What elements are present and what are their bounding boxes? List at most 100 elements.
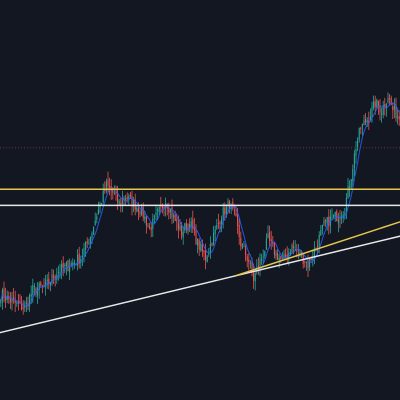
candle-body [126, 197, 128, 200]
candle [61, 260, 63, 280]
candle [385, 102, 387, 117]
candle [200, 241, 202, 253]
candle [344, 208, 346, 220]
candle [99, 201, 101, 214]
candle [155, 204, 157, 221]
candle [341, 211, 343, 225]
candle [264, 250, 266, 259]
candle-body [251, 263, 253, 273]
candle [229, 199, 231, 214]
candle [59, 263, 61, 279]
candle [245, 243, 247, 262]
candle-body [57, 271, 59, 274]
candle-body [205, 250, 207, 261]
candle [35, 286, 37, 298]
candle [333, 214, 335, 219]
candle [125, 194, 127, 206]
candle-body [29, 295, 31, 307]
candle-body [328, 216, 330, 227]
candle [248, 253, 250, 271]
candle [150, 221, 152, 238]
candle [209, 236, 211, 259]
candle [206, 254, 208, 263]
candle [387, 92, 389, 104]
candle-body [115, 191, 117, 194]
candle-body [275, 252, 277, 257]
candle-body [155, 212, 157, 215]
candle-body [393, 106, 395, 110]
candle-body [102, 190, 104, 202]
white-trendline[interactable] [0, 235, 400, 334]
candle [286, 246, 288, 263]
yellow-trendline[interactable] [235, 221, 400, 277]
candle [337, 212, 339, 233]
candle [305, 260, 307, 271]
candle [185, 219, 187, 234]
candle [62, 256, 64, 277]
candle-body [107, 179, 109, 186]
candle-body [54, 276, 56, 279]
candle [256, 259, 258, 275]
candle [368, 111, 370, 130]
trendlines-layer [0, 221, 400, 334]
candle-body [129, 194, 131, 197]
candle-body [30, 293, 32, 297]
candle [64, 263, 66, 273]
candle [136, 205, 138, 213]
candle-body [177, 222, 179, 230]
candle [160, 196, 162, 213]
candle [89, 236, 91, 249]
candle-body [89, 237, 91, 246]
candle-body [131, 195, 133, 207]
candle [33, 283, 35, 296]
candle-body [381, 113, 383, 115]
candle-body [227, 201, 229, 205]
candle-body [280, 256, 282, 259]
candle [147, 222, 149, 228]
candle [163, 205, 165, 217]
candle [249, 260, 251, 269]
candle-body [344, 212, 346, 215]
candle [261, 253, 263, 265]
candle-body [289, 253, 291, 254]
candle [262, 249, 264, 264]
candle [254, 270, 256, 291]
candle-body [385, 104, 387, 109]
candle-body [307, 261, 309, 269]
candle-body [262, 256, 264, 258]
candle [304, 260, 306, 268]
candle-body [185, 223, 187, 231]
candle-body [56, 274, 58, 280]
candle [397, 109, 399, 125]
candle [13, 288, 15, 304]
candle-body [78, 253, 80, 264]
candle-body [371, 106, 373, 118]
candle [11, 291, 13, 311]
candle [17, 293, 19, 311]
candle [294, 240, 296, 251]
candle [313, 240, 315, 265]
candle-body [139, 211, 141, 215]
candle-body [85, 241, 87, 250]
candle [211, 242, 213, 247]
candle [158, 205, 160, 215]
candle [149, 222, 151, 230]
candle [246, 253, 248, 268]
candle [195, 224, 197, 245]
candle [269, 225, 271, 247]
candle [275, 249, 277, 260]
candle [169, 209, 171, 219]
candle-body [395, 104, 397, 119]
candle-body [365, 118, 367, 123]
candle [355, 141, 357, 164]
candle [72, 258, 74, 271]
candle-body [369, 116, 371, 121]
candle-body [61, 264, 63, 272]
candle-body [219, 222, 221, 225]
candle [51, 268, 53, 286]
candle [37, 282, 39, 304]
candle-body [325, 220, 327, 222]
candle [257, 257, 259, 275]
